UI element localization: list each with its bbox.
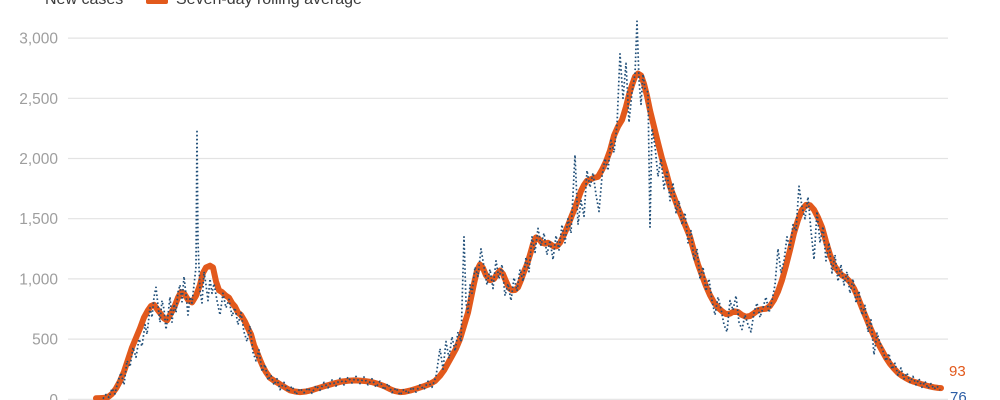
- y-axis-tick-label: 500: [32, 332, 58, 349]
- y-axis-tick-label: 0: [49, 392, 58, 400]
- new-cases-dotted-line: [102, 20, 941, 400]
- latest-new-cases-value-label: 76: [950, 389, 967, 400]
- y-axis-tick-label: 1,000: [19, 271, 58, 288]
- y-axis-tick-label: 2,500: [19, 91, 58, 108]
- y-axis-tick-label: 2,000: [19, 151, 58, 168]
- new-cases-legend-label: New cases: [45, 0, 123, 9]
- y-axis-tick-label: 3,000: [19, 31, 58, 48]
- y-axis-tick-label: 1,500: [19, 211, 58, 228]
- chart-legend: New cases Seven-day rolling average: [0, 0, 1000, 12]
- rolling-average-line: [93, 70, 944, 400]
- rolling-average-legend-label: Seven-day rolling average: [176, 0, 362, 9]
- rolling-average-legend-marker-icon: [146, 0, 168, 4]
- latest-average-value-label: 93: [949, 363, 966, 380]
